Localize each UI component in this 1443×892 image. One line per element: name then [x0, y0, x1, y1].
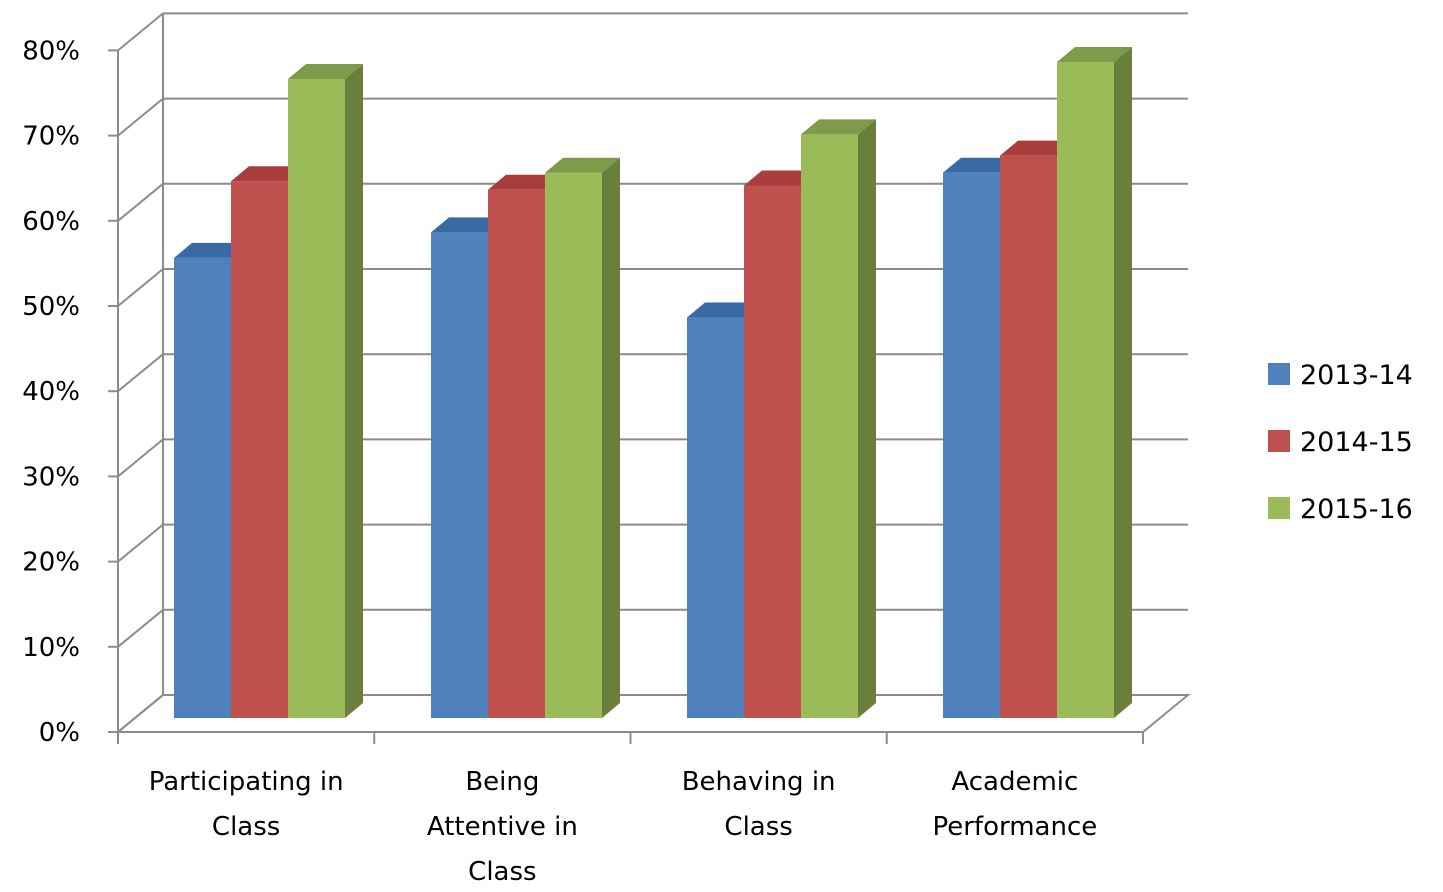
bar-side-face	[1114, 46, 1132, 718]
bar-front-face	[1057, 61, 1114, 718]
bar-top-face	[174, 242, 249, 258]
bar-2015-16-academic-performance	[1057, 46, 1132, 718]
bar-2015-16-being-attentive-in-class	[545, 157, 620, 719]
bar-top-face	[231, 166, 306, 182]
bar-side-face	[345, 64, 363, 718]
bar-side-face	[858, 119, 876, 718]
bar-2015-16-behaving-in-class	[801, 119, 876, 718]
bar-top-face	[1000, 140, 1075, 156]
legend-label: 2015-16	[1300, 494, 1413, 525]
x-category-label-line: Attentive in	[427, 812, 578, 842]
legend: 2013-14 2014-15 2015-16	[1268, 360, 1413, 525]
bar-top-face	[943, 157, 1018, 173]
legend-item-2014-15: 2014-15	[1268, 427, 1413, 458]
bar-front-face	[943, 172, 1000, 719]
x-category-label-line: Being	[465, 767, 539, 797]
y-axis-tick-labels: 0% 10% 20% 30% 40% 50% 60% 70% 80%	[22, 36, 80, 748]
legend-swatch	[1268, 430, 1290, 452]
y-tick-label-80: 80%	[22, 36, 80, 66]
x-axis-category-labels: Participating in Class Being Attentive in Cl…	[149, 767, 1098, 887]
x-category-label-participating-in-class: Participating in Class	[149, 767, 344, 842]
bar-front-face	[431, 232, 488, 719]
bar-top-face	[744, 170, 819, 186]
bar-side-face	[602, 157, 620, 719]
bar-2015-16-participating-in-class	[288, 64, 363, 718]
legend-item-2015-16: 2015-16	[1268, 494, 1413, 525]
x-category-label-line: Class	[724, 812, 792, 842]
x-category-label-being-attentive-in-class: Being Attentive in Class	[427, 767, 578, 887]
bar-front-face	[801, 134, 858, 718]
bar-top-face	[488, 174, 563, 190]
y-tick-label-50: 50%	[22, 292, 80, 322]
bar-front-face	[174, 257, 231, 718]
bar-front-face	[488, 189, 545, 718]
x-category-label-behaving-in-class: Behaving in Class	[682, 767, 836, 842]
y-tick-label-10: 10%	[22, 633, 80, 663]
bar-front-face	[231, 181, 288, 719]
bar-top-face	[545, 157, 620, 173]
bar-top-face	[801, 119, 876, 135]
y-tick-label-0: 0%	[39, 718, 80, 748]
bar-front-face	[545, 172, 602, 719]
y-tick-label-40: 40%	[22, 377, 80, 407]
bar-2013-14-academic-performance	[943, 157, 1018, 719]
bar-front-face	[744, 185, 801, 718]
x-category-label-line: Performance	[932, 812, 1097, 842]
bars	[174, 46, 1132, 719]
x-category-label-line: Class	[212, 812, 280, 842]
bar-front-face	[1000, 155, 1057, 718]
y-tick-label-70: 70%	[22, 122, 80, 152]
x-category-label-line: Class	[468, 857, 536, 887]
x-category-label-line: Behaving in	[682, 767, 836, 797]
legend-swatch	[1268, 363, 1290, 385]
legend-label: 2013-14	[1300, 360, 1413, 391]
axes	[108, 49, 1144, 744]
y-tick-label-20: 20%	[22, 548, 80, 578]
gridline-70	[117, 97, 1188, 137]
y-tick-label-30: 30%	[22, 462, 80, 492]
bar-top-face	[687, 302, 762, 318]
bar-top-face	[431, 217, 506, 233]
y-tick-label-60: 60%	[22, 207, 80, 237]
legend-swatch	[1268, 497, 1290, 519]
legend-label: 2014-15	[1300, 427, 1413, 458]
bar-front-face	[288, 79, 345, 718]
gridline-80	[117, 12, 1188, 52]
x-category-label-academic-performance: Academic Performance	[932, 767, 1097, 842]
x-category-label-line: Participating in	[149, 767, 344, 797]
bar-front-face	[687, 317, 744, 718]
x-category-label-line: Academic	[951, 767, 1078, 797]
bar-top-face	[1057, 46, 1132, 62]
bar-top-face	[288, 64, 363, 79]
legend-item-2013-14: 2013-14	[1268, 360, 1413, 391]
